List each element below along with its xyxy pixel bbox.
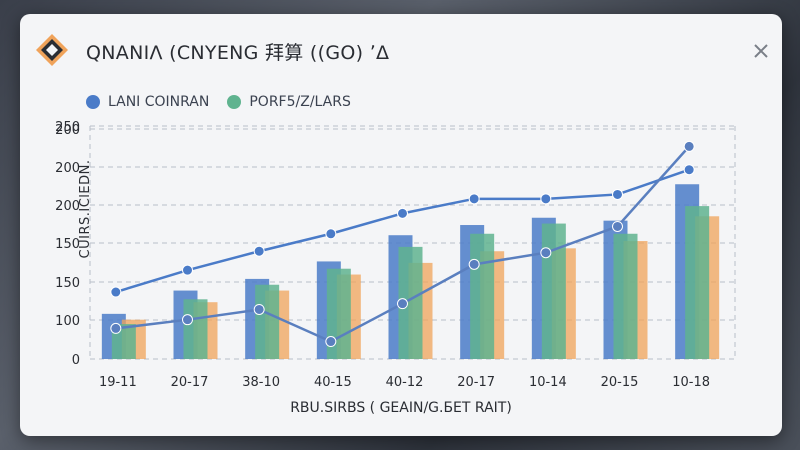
bar-5fb38f-2 <box>255 284 280 359</box>
close-button[interactable] <box>748 38 774 64</box>
x-tick-label: 20-15 <box>601 375 639 390</box>
y-tick-label: 150 <box>55 276 80 291</box>
bar-5fb38f-1 <box>183 299 208 359</box>
y-tick-label: 150 <box>55 237 80 252</box>
x-axis-label: RBU.SIRBS ( GEAIN/G.ƂET RAIT) <box>290 400 512 416</box>
bar-5fb38f-5 <box>470 233 495 359</box>
legend-item-blue[interactable]: LANI COINRAN <box>86 92 209 112</box>
line-point-0-2 <box>253 245 265 257</box>
y-tick-label: 200 <box>55 123 80 138</box>
x-tick-label: 20-17 <box>457 375 495 390</box>
line-point-1-6 <box>540 247 552 259</box>
close-icon <box>754 44 768 58</box>
chart-title: QNANIΛ (CNYENG 拜算 ((GO) ʼΔ <box>86 42 390 64</box>
x-tick-label: 19-11 <box>99 375 137 390</box>
legend-swatch-green <box>227 95 242 109</box>
x-tick-label: 10-14 <box>529 375 567 390</box>
diamond-logo-icon <box>36 34 68 66</box>
line-point-1-8 <box>683 140 695 152</box>
line-point-0-1 <box>182 264 193 276</box>
bar-5fb38f-7 <box>613 233 638 359</box>
x-tick-label: 10-18 <box>672 375 710 390</box>
line-point-1-3 <box>325 336 337 348</box>
line-point-0-8 <box>683 164 695 176</box>
x-tick-label: 40-15 <box>314 375 352 390</box>
x-tick-label: 38-10 <box>242 375 280 390</box>
x-tick-label: 40-12 <box>386 375 424 390</box>
line-point-0-7 <box>612 188 623 200</box>
line-point-1-1 <box>182 314 193 326</box>
line-point-1-7 <box>612 220 623 232</box>
y-tick-label: 200 <box>55 161 80 176</box>
x-tick-label: 20-17 <box>171 375 209 390</box>
bar-5fb38f-8 <box>685 206 710 359</box>
legend-label-green: PORF5/Z/LARS <box>249 94 351 110</box>
line-point-1-5 <box>468 258 480 270</box>
line-point-0-3 <box>325 228 337 240</box>
line-point-0-6 <box>540 193 552 205</box>
legend-item-green[interactable]: PORF5/Z/LARS <box>227 92 351 112</box>
chart-window: QNANIΛ (CNYENG 拜算 ((GO) ʼΔ LANI COINRAN … <box>20 14 782 436</box>
line-point-0-0 <box>110 286 122 298</box>
legend: LANI COINRAN PORF5/Z/LARS <box>86 92 351 112</box>
y-tick-label: 200 <box>55 199 80 214</box>
line-point-1-0 <box>110 322 122 334</box>
y-tick-label: 100 <box>55 314 80 329</box>
line-point-1-4 <box>397 298 408 310</box>
bar-5fb38f-6 <box>541 223 566 359</box>
y-tick-label: 250 <box>55 120 80 135</box>
legend-swatch-blue <box>86 95 100 109</box>
line-point-1-2 <box>253 303 265 315</box>
line-point-0-5 <box>468 193 480 205</box>
y-tick-label: 0 <box>72 353 80 368</box>
line-point-0-4 <box>397 207 408 219</box>
legend-label-blue: LANI COINRAN <box>108 94 210 110</box>
